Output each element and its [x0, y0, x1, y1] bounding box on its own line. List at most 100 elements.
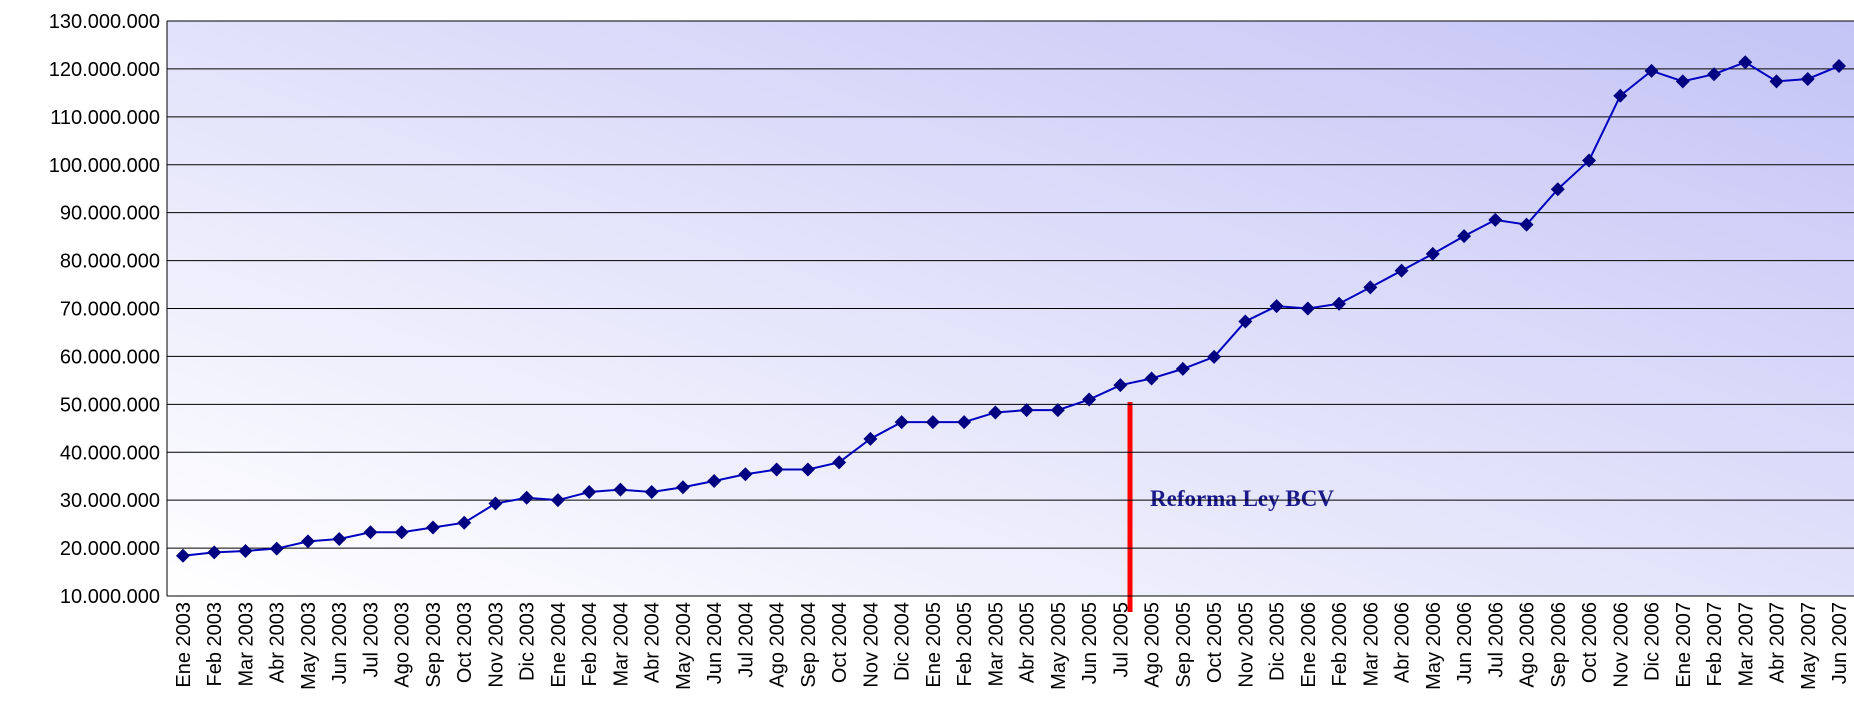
data-point: [800, 462, 815, 477]
x-tick-label: Sep 2006: [1548, 602, 1570, 688]
data-point: [332, 531, 347, 546]
x-tick-label: Ago 2003: [392, 602, 414, 688]
data-point: [1675, 74, 1690, 89]
data-point: [1800, 71, 1815, 86]
data-point: [1582, 153, 1597, 168]
x-tick-label: Dic 2004: [892, 602, 914, 681]
annotation: Reforma Ley BCV: [1150, 486, 1334, 511]
x-tick-label: Mar 2007: [1735, 602, 1757, 687]
x-tick-label: Jun 2004: [704, 602, 726, 684]
data-point: [1613, 88, 1628, 103]
y-tick-label: 40.000.000: [60, 442, 160, 464]
data-point: [1019, 403, 1034, 418]
x-tick-label: Nov 2004: [860, 602, 882, 688]
data-point: [1082, 392, 1097, 407]
data-point: [238, 543, 253, 558]
data-point: [1144, 371, 1159, 386]
x-tick-label: Jul 2003: [360, 602, 382, 678]
x-tick-label: Mar 2003: [235, 602, 257, 687]
data-point: [738, 467, 753, 482]
x-tick-label: May 2006: [1423, 602, 1445, 690]
data-point: [207, 545, 222, 560]
y-tick-label: 80.000.000: [60, 251, 160, 273]
data-point: [488, 496, 503, 511]
y-tick-label: 100.000.000: [49, 155, 160, 177]
x-tick-label: Oct 2004: [829, 602, 851, 683]
data-point: [988, 405, 1003, 420]
data-point: [1363, 280, 1378, 295]
x-tick-label: Abr 2003: [267, 602, 289, 683]
y-tick-label: 120.000.000: [49, 59, 160, 81]
data-point: [925, 415, 940, 430]
x-tick-label: Mar 2005: [985, 602, 1007, 687]
x-tick-label: Ene 2006: [1298, 602, 1320, 688]
x-tick-label: Ene 2007: [1673, 602, 1695, 688]
data-point: [269, 541, 284, 556]
data-point: [550, 493, 565, 508]
x-tick-label: Ago 2004: [767, 602, 789, 688]
data-point: [1175, 361, 1190, 376]
data-point: [1269, 299, 1284, 314]
data-point: [1832, 59, 1846, 74]
data-point: [1707, 67, 1722, 82]
data-point: [1644, 63, 1659, 78]
data-point: [675, 480, 690, 495]
x-tick-label: Oct 2005: [1204, 602, 1226, 683]
data-point: [832, 455, 847, 470]
y-tick-label: 30.000.000: [60, 490, 160, 512]
y-tick-label: 130.000.000: [49, 11, 160, 33]
x-tick-label: Dic 2006: [1642, 602, 1664, 681]
data-point: [1332, 296, 1347, 311]
data-point: [1207, 349, 1222, 364]
x-tick-label: Nov 2006: [1610, 602, 1632, 688]
data-point: [644, 485, 659, 500]
x-tick-label: Ene 2003: [173, 602, 195, 688]
x-tick-label: Jul 2004: [735, 602, 757, 678]
y-tick-label: 10.000.000: [60, 586, 160, 608]
x-tick-label: Mar 2006: [1360, 602, 1382, 687]
x-tick-label: Abr 2005: [1017, 602, 1039, 683]
data-point: [394, 525, 409, 540]
x-tick-label: Dic 2005: [1267, 602, 1289, 681]
x-tick-label: Feb 2006: [1329, 602, 1351, 687]
y-tick-label: 20.000.000: [60, 538, 160, 560]
data-point: [1050, 403, 1065, 418]
x-tick-label: Feb 2003: [204, 602, 226, 687]
data-point: [425, 520, 440, 535]
y-tick-label: 90.000.000: [60, 203, 160, 225]
data-point: [1769, 74, 1784, 89]
data-point: [300, 534, 315, 549]
y-tick-label: 60.000.000: [60, 346, 160, 368]
x-tick-label: Sep 2003: [423, 602, 445, 688]
data-point: [519, 490, 534, 505]
x-tick-label: Feb 2005: [954, 602, 976, 687]
data-point: [1394, 263, 1409, 278]
x-tick-label: Jun 2006: [1454, 602, 1476, 684]
x-tick-label: Feb 2004: [579, 602, 601, 687]
data-point: [1113, 378, 1128, 393]
x-tick-label: Jul 2005: [1110, 602, 1132, 678]
x-tick-label: Oct 2003: [454, 602, 476, 683]
data-point: [1457, 229, 1472, 244]
data-point: [1488, 212, 1503, 227]
x-tick-label: May 2005: [1048, 602, 1070, 690]
y-tick-label: 70.000.000: [60, 299, 160, 321]
data-point: [1550, 182, 1565, 197]
data-point: [1738, 55, 1753, 70]
x-tick-label: Abr 2007: [1767, 602, 1789, 683]
data-point: [1238, 314, 1253, 329]
x-tick-label: Jun 2003: [329, 602, 351, 684]
data-point: [894, 415, 909, 430]
data-point: [769, 462, 784, 477]
x-tick-label: May 2007: [1798, 602, 1820, 690]
data-point: [1519, 217, 1534, 232]
data-point: [1425, 246, 1440, 261]
x-tick-label: Nov 2003: [485, 602, 507, 688]
y-tick-label: 50.000.000: [60, 394, 160, 416]
x-tick-label: Jun 2005: [1079, 602, 1101, 684]
data-point: [1300, 301, 1315, 316]
x-tick-label: Mar 2004: [610, 602, 632, 687]
x-tick-label: Nov 2005: [1235, 602, 1257, 688]
data-point: [457, 515, 472, 530]
